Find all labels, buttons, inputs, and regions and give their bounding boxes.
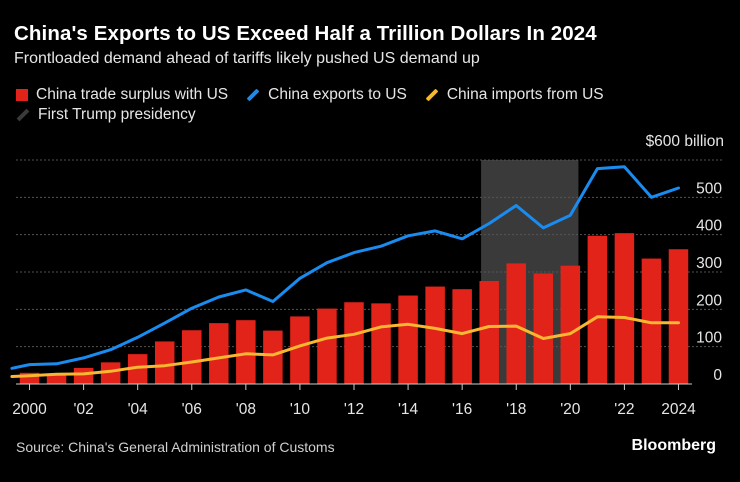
bar-surplus [209,323,229,384]
legend-item-trump: First Trump presidency [16,106,196,124]
bar-surplus [506,263,526,384]
x-tick-label: 2024 [661,401,696,418]
y-tick-label: 500 [696,180,722,197]
legend-item-surplus: China trade surplus with US [16,86,228,104]
chart-subtitle: Frontloaded demand ahead of tariffs like… [14,50,480,67]
y-tick-label: 400 [696,218,722,235]
legend-item-exports: China exports to US [246,86,407,104]
line-exports [10,165,680,370]
bar-surplus [614,233,635,384]
legend-item-imports: China imports from US [425,86,604,104]
y-tick-label: 200 [696,292,722,309]
bar-surplus [73,367,94,384]
bar-surplus [19,372,40,384]
x-tick-label: '14 [398,401,419,418]
bar-surplus [127,354,148,384]
bar-surplus [263,330,283,384]
line-imports [10,315,680,378]
bar-surplus [182,330,202,384]
x-tick-label: '08 [236,401,256,418]
bar-surplus [668,249,689,384]
bar-surplus [587,235,608,384]
bloomberg-logo: Bloomberg [631,437,716,454]
x-tick-label: '18 [506,401,526,418]
bar-surplus [425,286,445,384]
bar-surplus [398,295,418,384]
y-tick-label: 300 [696,255,722,272]
bar-surplus [533,273,554,384]
x-tick-label: '06 [182,401,202,418]
y-axis-label: $600 billion [646,133,724,150]
x-tick-label: '10 [290,401,311,418]
bar-surplus [236,320,256,384]
bar-surplus [560,265,581,384]
legend: China trade surplus with US China export… [16,86,622,104]
legend-label-exports: China exports to US [268,86,407,103]
bar-surplus [479,280,499,384]
x-tick-label: '02 [73,401,93,418]
legend-label-trump: First Trump presidency [38,106,196,123]
x-tick-label: '22 [614,401,634,418]
x-tick-label: '20 [560,401,581,418]
bar-surplus [371,303,391,384]
x-tick-label: '04 [128,401,149,418]
bar-surplus [100,362,121,384]
y-tick-label: 100 [696,330,722,347]
x-tick-label: 2000 [12,401,47,418]
legend-label-surplus: China trade surplus with US [36,86,229,103]
chart-title: China's Exports to US Exceed Half a Tril… [14,22,597,45]
bar-surplus [344,302,364,384]
x-tick-label: '12 [344,401,364,418]
bar-surplus [452,289,472,384]
source-note: Source: China's General Administration o… [16,439,335,455]
legend-row-2: First Trump presidency [16,106,214,124]
bar-surplus [290,316,310,384]
bar-surplus [46,373,67,384]
x-tick-label: '16 [452,401,472,418]
legend-label-imports: China imports from US [446,86,604,103]
bar-surplus [154,341,175,384]
y-tick-label: 0 [713,367,722,384]
legend-swatch-surplus [16,89,28,101]
bar-surplus [317,308,337,384]
